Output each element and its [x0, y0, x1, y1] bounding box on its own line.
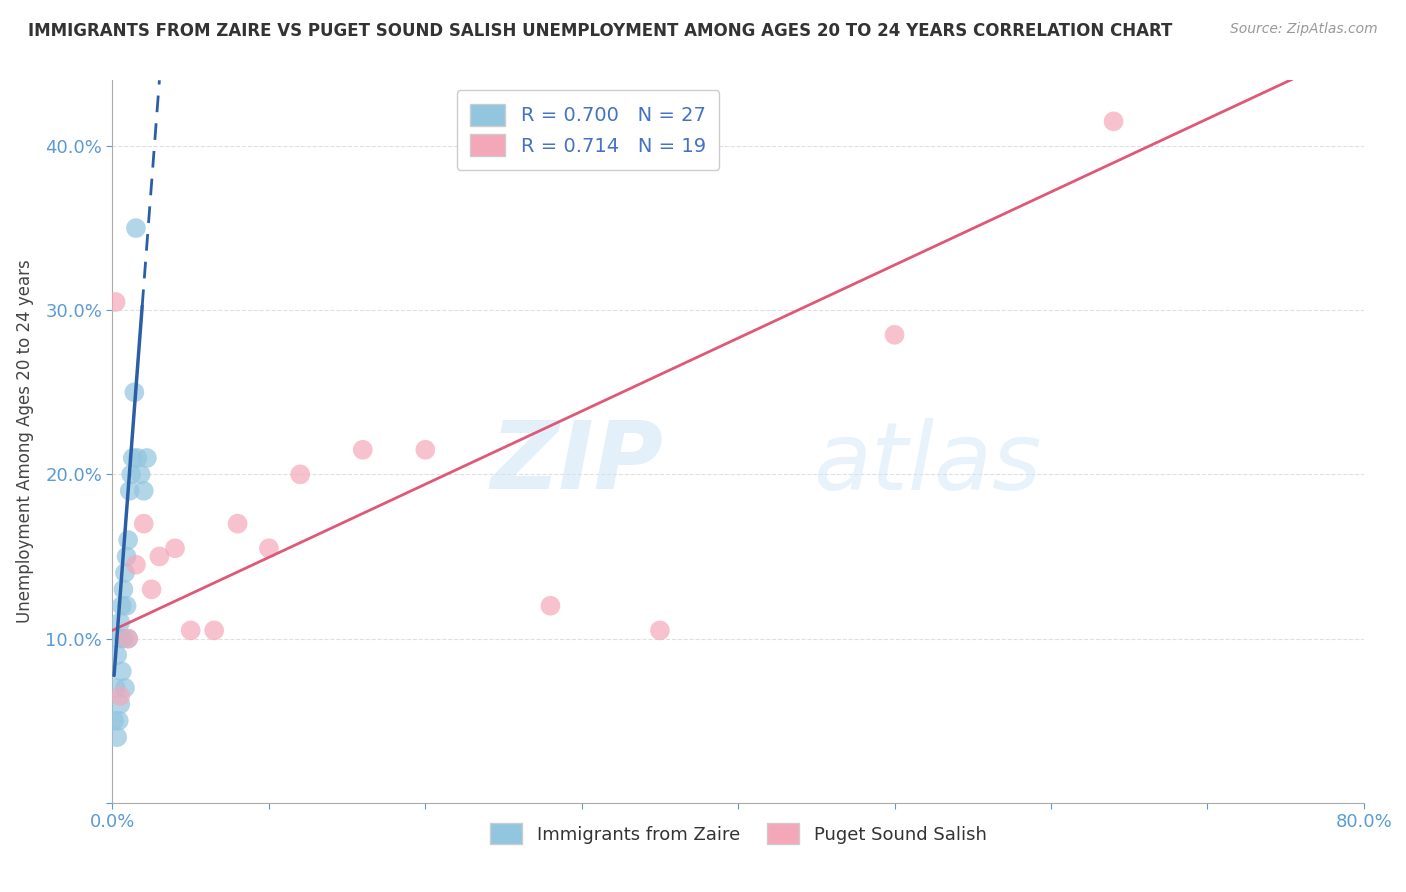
Point	[540, 599, 562, 613]
Point	[148, 549, 170, 564]
Text: IMMIGRANTS FROM ZAIRE VS PUGET SOUND SALISH UNEMPLOYMENT AMONG AGES 20 TO 24 YEA: IMMIGRANTS FROM ZAIRE VS PUGET SOUND SAL…	[28, 22, 1173, 40]
Y-axis label: Unemployment Among Ages 20 to 24 years: Unemployment Among Ages 20 to 24 years	[15, 260, 34, 624]
Point	[352, 442, 374, 457]
Point	[202, 624, 225, 638]
Point	[115, 549, 138, 564]
Point	[648, 624, 671, 638]
Point	[141, 582, 163, 597]
Point	[115, 599, 138, 613]
Point	[103, 714, 125, 728]
Point	[415, 442, 437, 457]
Point	[107, 632, 129, 646]
Point	[114, 681, 136, 695]
Point	[112, 582, 135, 597]
Point	[117, 632, 139, 646]
Text: Source: ZipAtlas.com: Source: ZipAtlas.com	[1230, 22, 1378, 37]
Point	[180, 624, 202, 638]
Point	[135, 450, 157, 465]
Point	[111, 665, 134, 679]
Point	[132, 483, 155, 498]
Point	[121, 450, 143, 465]
Point	[257, 541, 280, 556]
Point	[117, 632, 139, 646]
Point	[114, 566, 136, 580]
Point	[132, 516, 155, 531]
Point	[104, 295, 127, 310]
Point	[125, 221, 148, 235]
Point	[110, 615, 132, 630]
Point	[110, 698, 132, 712]
Point	[1102, 114, 1125, 128]
Point	[226, 516, 249, 531]
Text: atlas: atlas	[813, 417, 1042, 508]
Point	[120, 467, 142, 482]
Point	[105, 730, 128, 744]
Point	[125, 558, 148, 572]
Point	[105, 648, 128, 662]
Point	[290, 467, 312, 482]
Text: ZIP: ZIP	[491, 417, 664, 509]
Point	[129, 467, 152, 482]
Point	[163, 541, 186, 556]
Point	[111, 599, 134, 613]
Point	[124, 385, 146, 400]
Point	[118, 483, 141, 498]
Point	[112, 632, 135, 646]
Point	[107, 714, 129, 728]
Point	[104, 681, 127, 695]
Legend: Immigrants from Zaire, Puget Sound Salish: Immigrants from Zaire, Puget Sound Salis…	[482, 816, 994, 852]
Point	[883, 327, 905, 342]
Point	[110, 689, 132, 703]
Point	[117, 533, 139, 547]
Point	[127, 450, 149, 465]
